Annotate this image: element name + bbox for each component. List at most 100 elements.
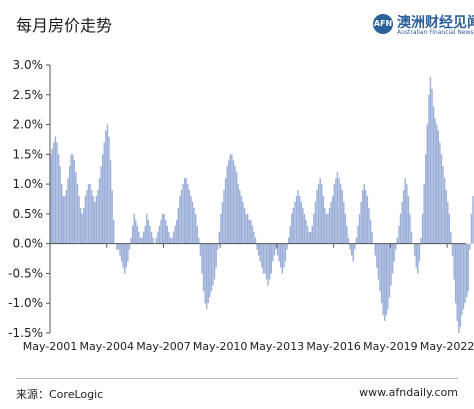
bar [133,213,135,244]
bar [127,243,129,262]
bar [291,213,293,244]
bar [72,154,74,244]
bar [158,225,161,244]
bar [136,225,139,244]
bar [360,201,362,244]
bar [243,207,246,244]
bar [59,166,61,244]
bar [472,196,474,244]
bar [343,201,345,244]
bar [147,219,150,244]
bar [335,178,337,244]
bar [67,178,69,244]
bar [142,231,145,244]
bar [94,201,96,244]
bar [459,243,462,328]
bar [125,243,128,268]
bar [278,243,280,262]
bar [187,184,189,244]
bar [53,142,55,244]
bar [258,243,260,256]
bar [284,243,287,262]
bar [179,196,181,244]
y-axis: 3.0% 2.5% 2.0% 1.5% 1.0% 0.5% 0.0% -0.5% -1.0% -1… [8,58,51,340]
bar [50,154,52,244]
bar [183,178,186,244]
bar [319,178,321,244]
bar [86,190,88,244]
bar [374,243,376,256]
x-tick-label: May-2016 [306,340,361,353]
bar [212,243,214,286]
y-tick-label: 0.5% [13,207,44,221]
bar [398,225,400,244]
bar [393,243,395,262]
bar [280,243,282,268]
bar [333,184,336,244]
y-tick-label: -0.5% [8,266,43,280]
bar [226,166,228,244]
bar [439,142,441,244]
bar [262,243,265,274]
bar [369,219,372,244]
bar [428,94,430,244]
bar [421,213,424,244]
bar [224,178,227,244]
bar [76,184,79,244]
footer-divider [16,378,458,379]
bar [431,88,433,244]
bar [201,243,203,274]
bar [223,190,225,244]
bar [169,237,172,244]
bar [130,237,132,244]
bar [199,243,202,256]
bar [415,243,417,268]
bar [362,190,364,244]
bar [379,243,381,292]
bar [395,243,397,250]
bar [292,207,295,244]
bar [429,76,432,244]
bar [442,166,444,244]
bar [106,124,109,244]
bar [172,231,175,244]
bar [246,213,249,244]
bar [100,166,102,244]
bar [209,243,211,298]
bar [350,243,353,256]
bar [168,231,170,244]
bar [198,237,200,244]
bar [470,213,473,244]
bar [443,178,446,244]
bar [165,219,167,244]
bar [180,190,183,244]
x-tick-label: May-2019 [363,340,418,353]
x-tick-label: May-2022 [420,340,474,353]
bar [276,243,279,256]
bar [79,207,82,244]
bar [171,237,173,244]
bar [131,225,134,244]
bar [95,196,98,244]
bar [113,219,115,244]
bar [420,237,422,244]
bar [232,160,235,244]
bar [90,190,93,244]
bar [418,243,421,262]
bar [440,154,443,244]
bar [267,243,269,286]
y-tick-label: -1.5% [8,326,43,340]
bar [259,243,261,262]
bar [388,243,391,298]
afn-logo-icon: AFN [373,14,393,34]
bar [432,106,435,244]
bar [146,213,148,244]
bar [322,196,324,244]
bar [155,237,157,244]
bar [423,184,425,244]
bar [193,207,195,244]
bar [196,225,198,244]
bar [157,231,159,244]
bar [239,190,241,244]
